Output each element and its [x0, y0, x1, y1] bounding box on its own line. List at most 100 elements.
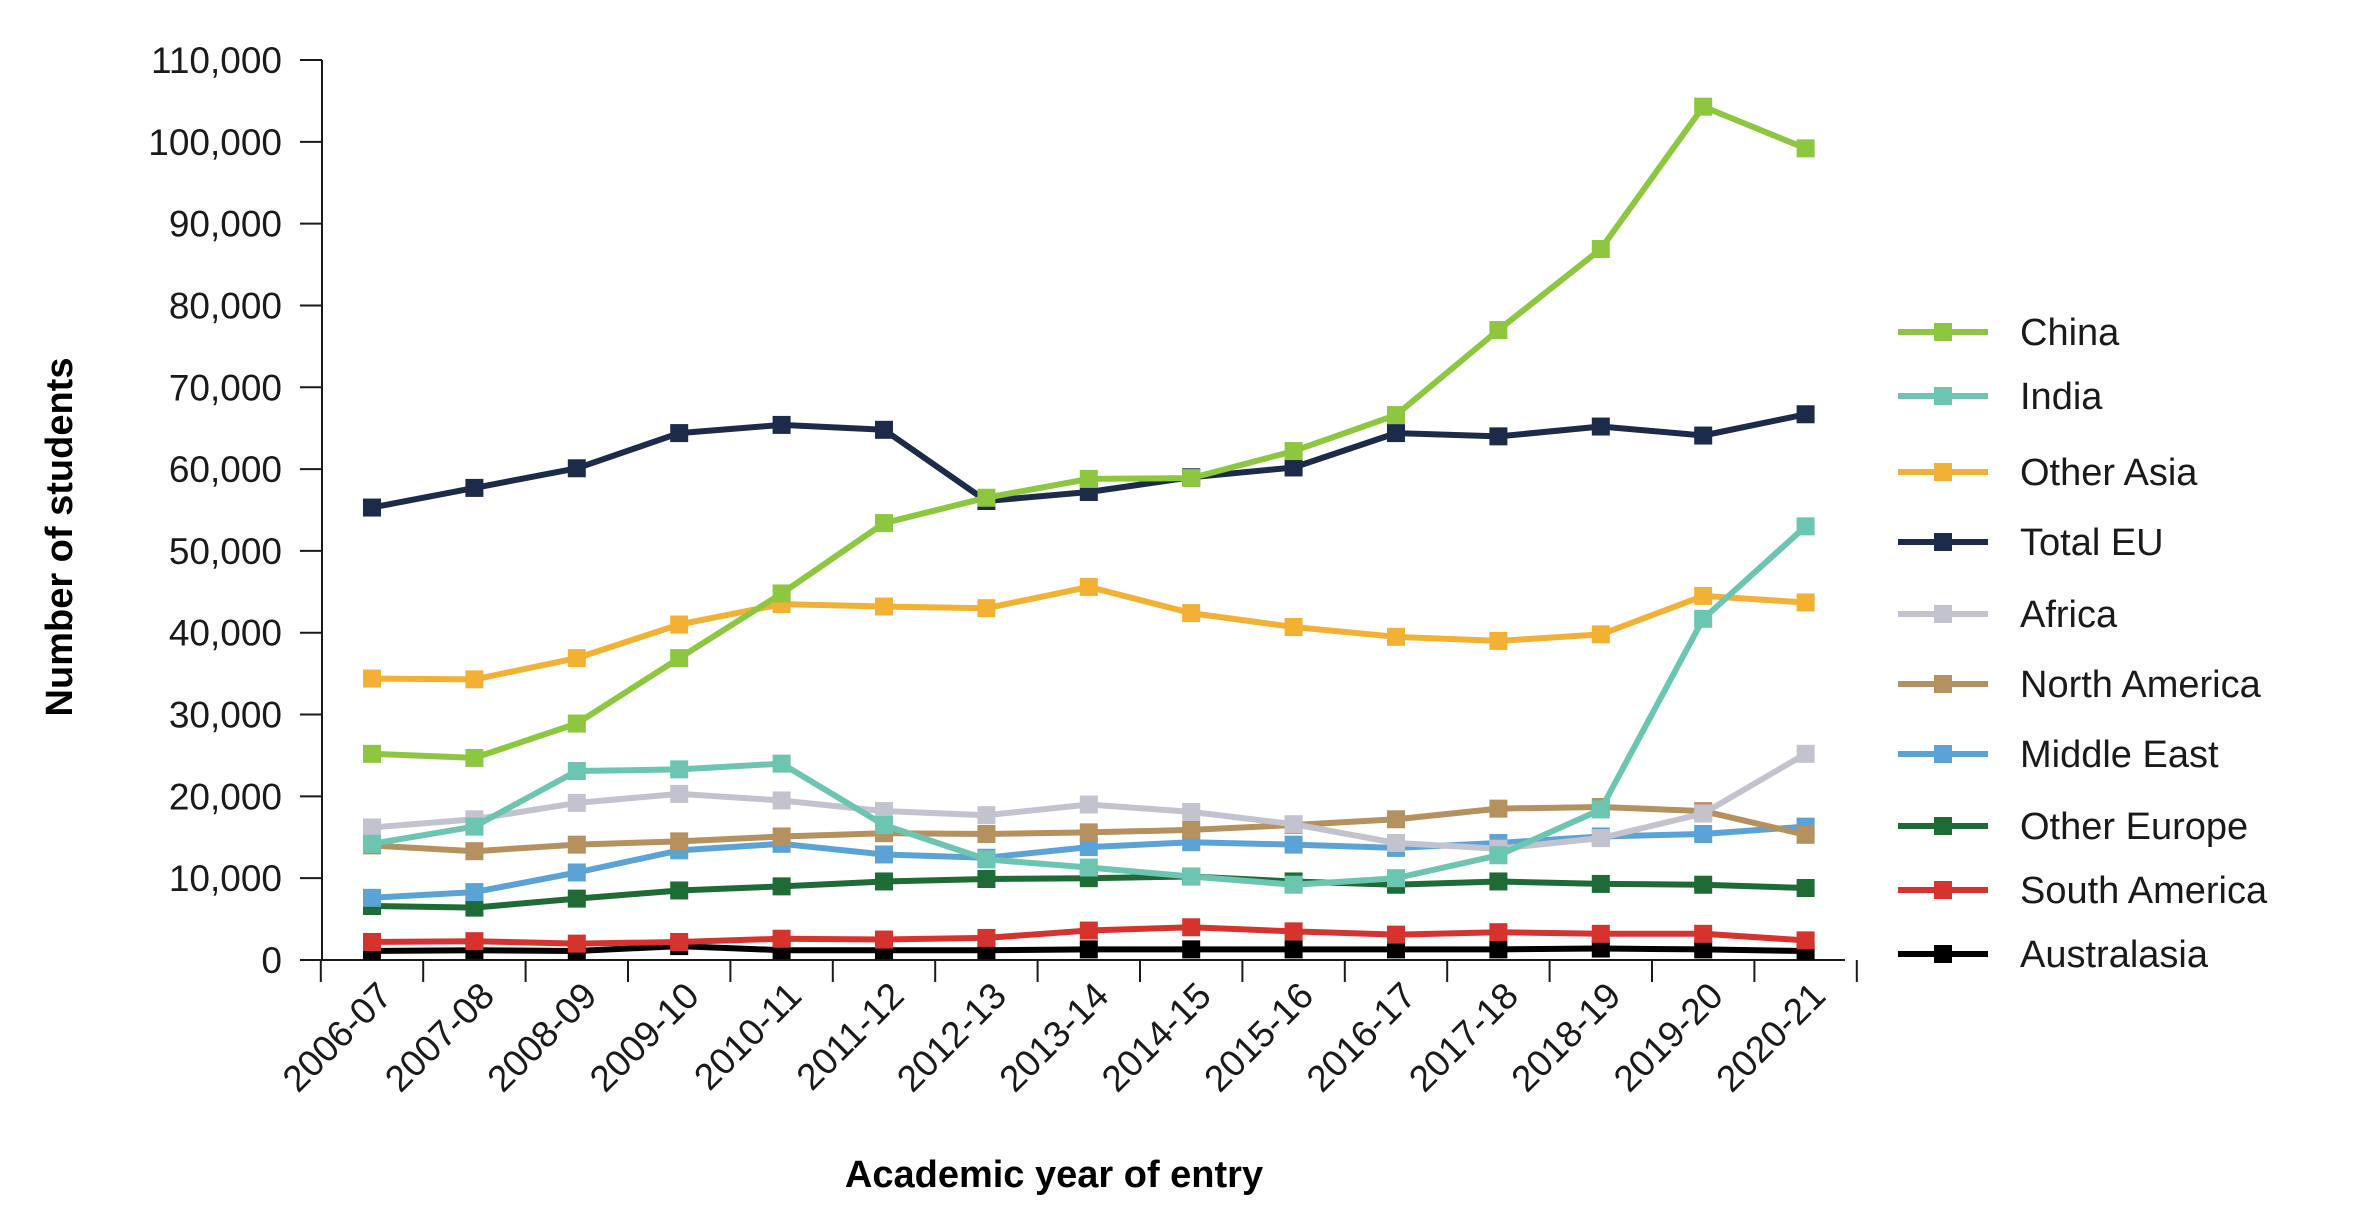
data-point-south-america: [977, 928, 996, 947]
data-point-south-america: [1387, 925, 1405, 944]
x-tick-label: 2013-14: [991, 975, 1116, 1100]
y-tick-label: 30,000: [169, 695, 282, 736]
data-point-north-america: [772, 827, 791, 846]
x-tick-label: 2015-16: [1196, 975, 1321, 1100]
legend-swatch-marker: [1934, 605, 1952, 623]
legend-label: Australasia: [2020, 934, 2209, 976]
legend-label: South America: [2020, 870, 2268, 912]
data-point-north-america: [1182, 820, 1201, 839]
series-other-asia: [363, 577, 1815, 689]
y-tick-label: 70,000: [169, 367, 282, 408]
legend-item-africa: Africa: [1898, 594, 2118, 636]
data-point-other-asia: [1079, 577, 1098, 596]
data-point-other-asia: [1284, 618, 1303, 636]
series-india: [363, 517, 1815, 894]
data-point-africa: [1796, 744, 1815, 763]
x-tick-label: 2019-20: [1606, 975, 1731, 1100]
y-tick-label: 80,000: [169, 285, 282, 326]
y-tick-label: 110,000: [151, 40, 282, 81]
x-tick-label: 2006-07: [275, 975, 400, 1100]
data-point-total-eu: [1796, 405, 1815, 424]
data-point-australasia: [1694, 940, 1713, 959]
x-tick-label: 2008-09: [479, 975, 604, 1100]
data-point-other-asia: [1182, 604, 1201, 623]
data-point-china: [772, 584, 791, 603]
data-point-china: [1489, 321, 1508, 339]
legend-label: Other Asia: [2020, 452, 2198, 494]
y-tick-label: 10,000: [169, 858, 282, 899]
data-point-china: [363, 744, 381, 763]
data-point-total-eu: [1489, 427, 1508, 446]
x-tick-label: 2018-19: [1503, 975, 1628, 1100]
data-point-north-america: [977, 825, 996, 843]
data-point-china: [465, 748, 484, 767]
data-point-other-europe: [875, 872, 893, 891]
data-point-africa: [1079, 795, 1098, 814]
data-point-other-asia: [1591, 625, 1610, 644]
data-point-other-europe: [670, 881, 689, 900]
data-point-total-eu: [670, 424, 689, 443]
legend-label: China: [2020, 312, 2120, 354]
data-point-india: [875, 816, 893, 834]
data-point-other-europe: [977, 870, 996, 888]
legend-swatch-marker: [1934, 675, 1952, 693]
data-point-total-eu: [1591, 417, 1610, 436]
x-tick-label: 2011-12: [789, 975, 912, 1098]
data-point-africa: [772, 791, 791, 810]
legend-swatch-marker: [1934, 881, 1952, 899]
data-point-africa: [1387, 834, 1405, 852]
data-point-china: [1591, 240, 1610, 258]
x-tick-label: 2020-21: [1708, 975, 1833, 1100]
data-point-china: [670, 649, 689, 668]
legend-item-australasia: Australasia: [1898, 934, 2209, 976]
data-point-india: [1591, 800, 1610, 819]
series-total-eu: [363, 405, 1815, 517]
data-point-other-europe: [1694, 875, 1713, 894]
data-point-north-america: [1489, 799, 1508, 818]
data-point-south-america: [875, 930, 893, 949]
data-point-other-europe: [465, 898, 484, 917]
data-point-north-america: [567, 835, 586, 854]
legend-item-other-europe: Other Europe: [1898, 806, 2248, 848]
data-point-other-asia: [670, 615, 689, 634]
data-point-south-america: [1079, 921, 1098, 940]
legend-item-south-america: South America: [1898, 870, 2268, 912]
data-point-other-asia: [875, 597, 893, 616]
data-point-china: [1182, 469, 1201, 488]
data-point-china: [1079, 469, 1098, 488]
legend-label: Total EU: [2020, 522, 2164, 564]
data-point-africa: [670, 784, 689, 803]
data-point-india: [1284, 875, 1303, 894]
x-tick-label: 2017-18: [1401, 975, 1526, 1100]
data-point-total-eu: [875, 420, 893, 439]
data-point-india: [1796, 517, 1815, 536]
data-point-middle-east: [465, 883, 484, 902]
data-point-other-asia: [1387, 627, 1405, 646]
data-point-china: [1387, 406, 1405, 425]
y-axis: 0 10,000 20,000 30,000 40,000 50,000 60,000 70,…: [148, 40, 323, 981]
data-point-india: [772, 754, 791, 773]
y-tick-label: 60,000: [169, 449, 282, 490]
data-point-middle-east: [1694, 825, 1713, 843]
data-point-north-america: [1796, 825, 1815, 844]
data-point-total-eu: [1284, 458, 1303, 477]
x-tick-label: 2007-08: [377, 975, 502, 1100]
data-point-india: [670, 760, 689, 779]
data-point-south-america: [670, 933, 689, 951]
legend-item-north-america: North America: [1898, 664, 2262, 706]
data-point-china: [1694, 97, 1713, 116]
data-point-other-asia: [977, 599, 996, 618]
data-point-south-america: [1182, 918, 1201, 937]
series-australasia: [363, 937, 1815, 960]
data-point-total-eu: [1387, 424, 1405, 443]
data-point-total-eu: [465, 478, 484, 497]
data-point-china: [567, 714, 586, 733]
data-point-australasia: [1182, 940, 1201, 959]
x-tick-label: 2014-15: [1094, 975, 1219, 1100]
data-point-africa: [875, 802, 893, 821]
data-point-other-asia: [1694, 586, 1713, 605]
data-point-china: [977, 488, 996, 507]
data-point-africa: [1182, 802, 1201, 821]
data-point-india: [1489, 846, 1508, 865]
legend-item-middle-east: Middle East: [1898, 734, 2219, 776]
